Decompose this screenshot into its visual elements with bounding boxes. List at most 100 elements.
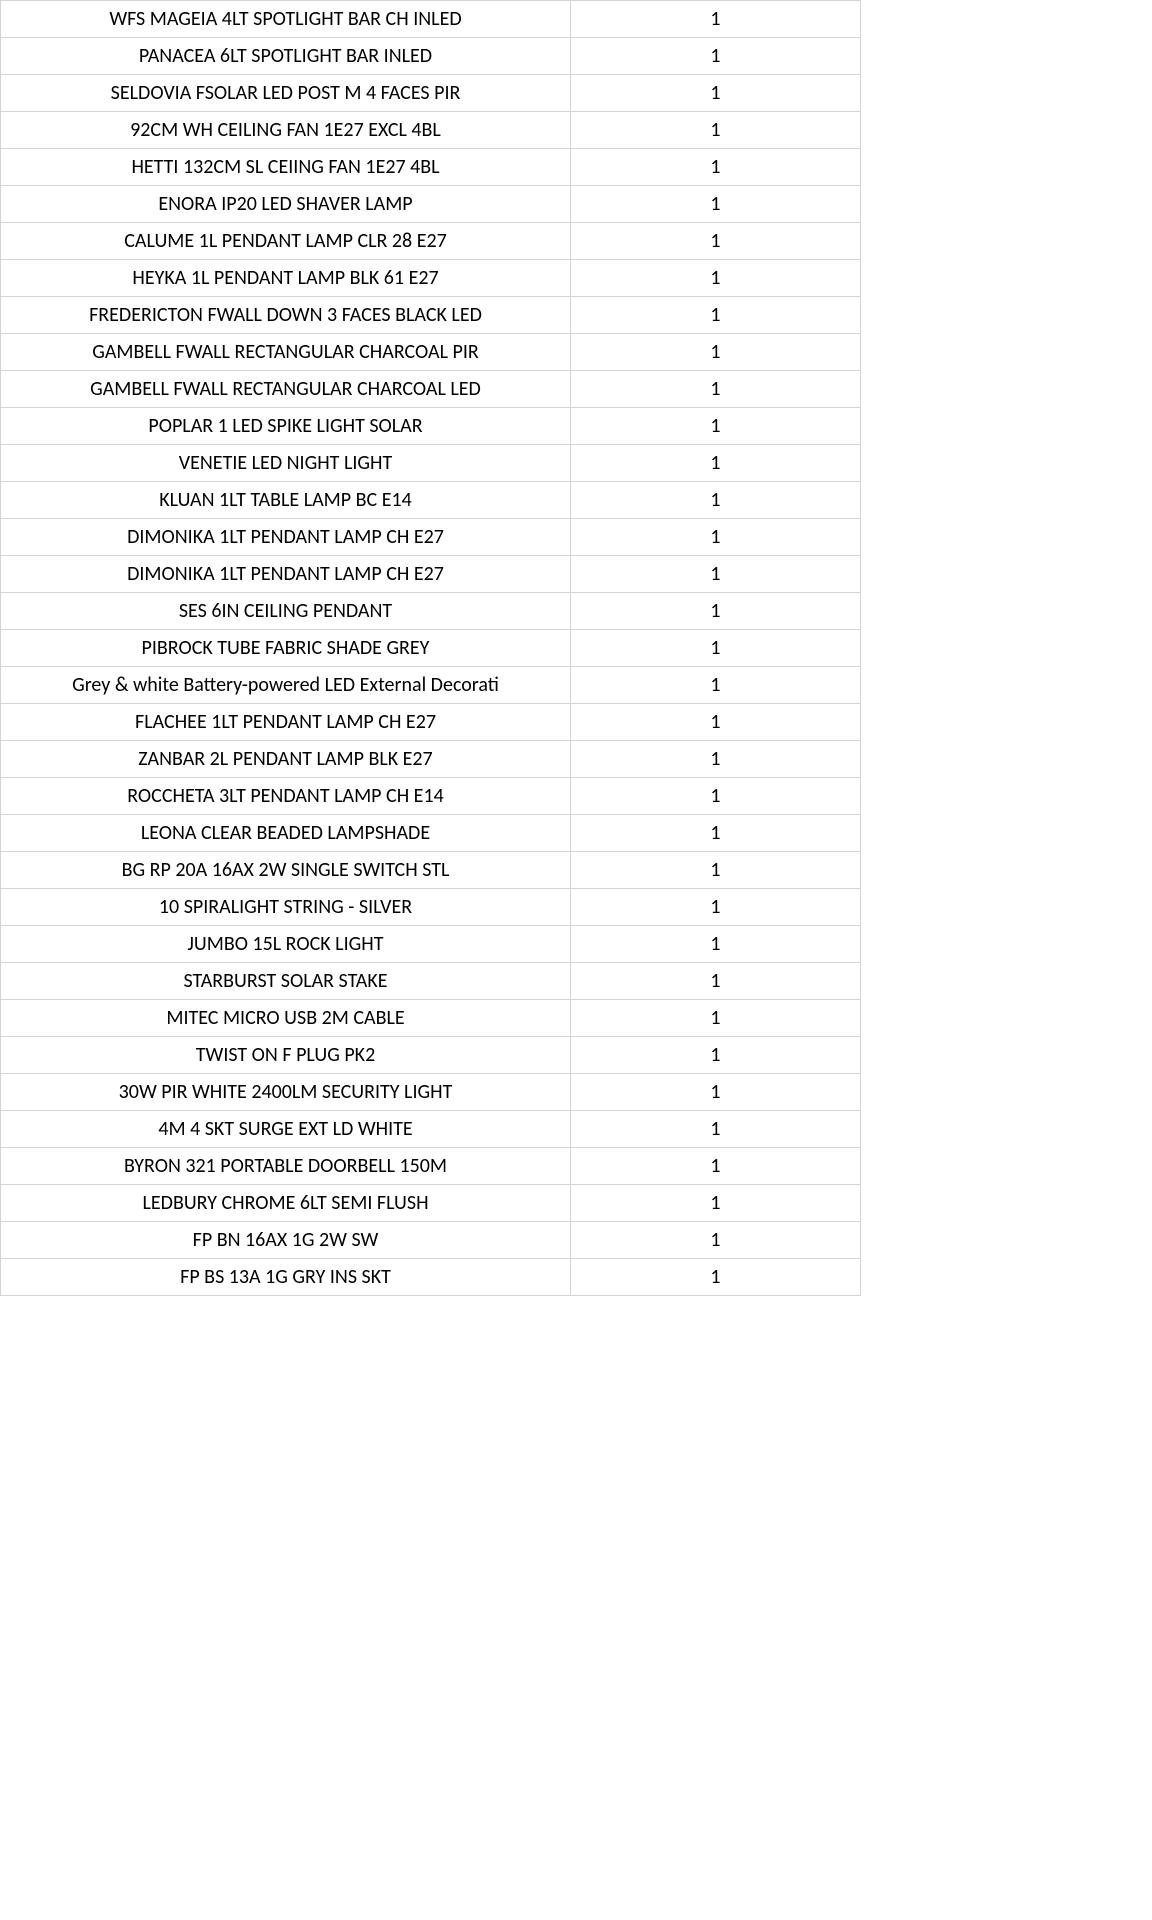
cell-item-label[interactable]: 4M 4 SKT SURGE EXT LD WHITE (1, 1111, 571, 1148)
cell-item-label[interactable]: CALUME 1L PENDANT LAMP CLR 28 E27 (1, 223, 571, 260)
table-row[interactable]: WFS MAGEIA 4LT SPOTLIGHT BAR CH INLED1 (1, 1, 861, 38)
cell-item-label[interactable]: WFS MAGEIA 4LT SPOTLIGHT BAR CH INLED (1, 1, 571, 38)
cell-item-label[interactable]: HETTI 132CM SL CEIING FAN 1E27 4BL (1, 149, 571, 186)
cell-item-label[interactable]: SELDOVIA FSOLAR LED POST M 4 FACES PIR (1, 75, 571, 112)
cell-item-label[interactable]: DIMONIKA 1LT PENDANT LAMP CH E27 (1, 519, 571, 556)
table-row[interactable]: KLUAN 1LT TABLE LAMP BC E141 (1, 482, 861, 519)
cell-item-qty[interactable]: 1 (571, 926, 861, 963)
table-row[interactable]: HEYKA 1L PENDANT LAMP BLK 61 E271 (1, 260, 861, 297)
cell-item-label[interactable]: POPLAR 1 LED SPIKE LIGHT SOLAR (1, 408, 571, 445)
cell-item-label[interactable]: KLUAN 1LT TABLE LAMP BC E14 (1, 482, 571, 519)
table-row[interactable]: HETTI 132CM SL CEIING FAN 1E27 4BL1 (1, 149, 861, 186)
table-row[interactable]: MITEC MICRO USB 2M CABLE1 (1, 1000, 861, 1037)
table-row[interactable]: SELDOVIA FSOLAR LED POST M 4 FACES PIR1 (1, 75, 861, 112)
cell-item-qty[interactable]: 1 (571, 445, 861, 482)
cell-item-qty[interactable]: 1 (571, 38, 861, 75)
table-row[interactable]: GAMBELL FWALL RECTANGULAR CHARCOAL LED1 (1, 371, 861, 408)
table-row[interactable]: ROCCHETA 3LT PENDANT LAMP CH E141 (1, 778, 861, 815)
cell-item-label[interactable]: SES 6IN CEILING PENDANT (1, 593, 571, 630)
cell-item-qty[interactable]: 1 (571, 815, 861, 852)
cell-item-qty[interactable]: 1 (571, 1185, 861, 1222)
cell-item-label[interactable]: ZANBAR 2L PENDANT LAMP BLK E27 (1, 741, 571, 778)
cell-item-label[interactable]: GAMBELL FWALL RECTANGULAR CHARCOAL LED (1, 371, 571, 408)
cell-item-qty[interactable]: 1 (571, 149, 861, 186)
cell-item-label[interactable]: HEYKA 1L PENDANT LAMP BLK 61 E27 (1, 260, 571, 297)
cell-item-qty[interactable]: 1 (571, 186, 861, 223)
table-row[interactable]: POPLAR 1 LED SPIKE LIGHT SOLAR1 (1, 408, 861, 445)
cell-item-label[interactable]: JUMBO 15L ROCK LIGHT (1, 926, 571, 963)
cell-item-label[interactable]: 92CM WH CEILING FAN 1E27 EXCL 4BL (1, 112, 571, 149)
cell-item-label[interactable]: ENORA IP20 LED SHAVER LAMP (1, 186, 571, 223)
cell-item-label[interactable]: Grey & white Battery-powered LED Externa… (1, 667, 571, 704)
table-row[interactable]: GAMBELL FWALL RECTANGULAR CHARCOAL PIR1 (1, 334, 861, 371)
cell-item-qty[interactable]: 1 (571, 778, 861, 815)
cell-item-qty[interactable]: 1 (571, 112, 861, 149)
table-row[interactable]: TWIST ON F PLUG PK21 (1, 1037, 861, 1074)
table-row[interactable]: FP BN 16AX 1G 2W SW1 (1, 1222, 861, 1259)
table-row[interactable]: PANACEA 6LT SPOTLIGHT BAR INLED1 (1, 38, 861, 75)
table-row[interactable]: Grey & white Battery-powered LED Externa… (1, 667, 861, 704)
table-row[interactable]: DIMONIKA 1LT PENDANT LAMP CH E271 (1, 556, 861, 593)
cell-item-qty[interactable]: 1 (571, 889, 861, 926)
cell-item-qty[interactable]: 1 (571, 260, 861, 297)
cell-item-qty[interactable]: 1 (571, 223, 861, 260)
cell-item-qty[interactable]: 1 (571, 704, 861, 741)
cell-item-label[interactable]: LEONA CLEAR BEADED LAMPSHADE (1, 815, 571, 852)
table-row[interactable]: FP BS 13A 1G GRY INS SKT1 (1, 1259, 861, 1296)
table-row[interactable]: LEDBURY CHROME 6LT SEMI FLUSH1 (1, 1185, 861, 1222)
cell-item-qty[interactable]: 1 (571, 1111, 861, 1148)
cell-item-label[interactable]: BYRON 321 PORTABLE DOORBELL 150M (1, 1148, 571, 1185)
cell-item-label[interactable]: GAMBELL FWALL RECTANGULAR CHARCOAL PIR (1, 334, 571, 371)
cell-item-qty[interactable]: 1 (571, 1148, 861, 1185)
cell-item-qty[interactable]: 1 (571, 519, 861, 556)
cell-item-label[interactable]: LEDBURY CHROME 6LT SEMI FLUSH (1, 1185, 571, 1222)
cell-item-qty[interactable]: 1 (571, 1074, 861, 1111)
table-row[interactable]: BG RP 20A 16AX 2W SINGLE SWITCH STL1 (1, 852, 861, 889)
table-row[interactable]: FREDERICTON FWALL DOWN 3 FACES BLACK LED… (1, 297, 861, 334)
table-row[interactable]: ZANBAR 2L PENDANT LAMP BLK E271 (1, 741, 861, 778)
cell-item-label[interactable]: FREDERICTON FWALL DOWN 3 FACES BLACK LED (1, 297, 571, 334)
table-row[interactable]: ENORA IP20 LED SHAVER LAMP1 (1, 186, 861, 223)
cell-item-label[interactable]: BG RP 20A 16AX 2W SINGLE SWITCH STL (1, 852, 571, 889)
table-row[interactable]: JUMBO 15L ROCK LIGHT1 (1, 926, 861, 963)
table-row[interactable]: STARBURST SOLAR STAKE1 (1, 963, 861, 1000)
cell-item-qty[interactable]: 1 (571, 1222, 861, 1259)
table-row[interactable]: LEONA CLEAR BEADED LAMPSHADE1 (1, 815, 861, 852)
cell-item-label[interactable]: PANACEA 6LT SPOTLIGHT BAR INLED (1, 38, 571, 75)
cell-item-label[interactable]: TWIST ON F PLUG PK2 (1, 1037, 571, 1074)
cell-item-qty[interactable]: 1 (571, 556, 861, 593)
table-row[interactable]: VENETIE LED NIGHT LIGHT1 (1, 445, 861, 482)
cell-item-qty[interactable]: 1 (571, 667, 861, 704)
cell-item-qty[interactable]: 1 (571, 1000, 861, 1037)
table-row[interactable]: SES 6IN CEILING PENDANT1 (1, 593, 861, 630)
cell-item-label[interactable]: 10 SPIRALIGHT STRING - SILVER (1, 889, 571, 926)
cell-item-qty[interactable]: 1 (571, 630, 861, 667)
cell-item-qty[interactable]: 1 (571, 297, 861, 334)
cell-item-label[interactable]: PIBROCK TUBE FABRIC SHADE GREY (1, 630, 571, 667)
cell-item-qty[interactable]: 1 (571, 75, 861, 112)
cell-item-label[interactable]: FLACHEE 1LT PENDANT LAMP CH E27 (1, 704, 571, 741)
cell-item-label[interactable]: FP BN 16AX 1G 2W SW (1, 1222, 571, 1259)
cell-item-qty[interactable]: 1 (571, 334, 861, 371)
table-row[interactable]: 4M 4 SKT SURGE EXT LD WHITE1 (1, 1111, 861, 1148)
cell-item-label[interactable]: DIMONIKA 1LT PENDANT LAMP CH E27 (1, 556, 571, 593)
cell-item-qty[interactable]: 1 (571, 1259, 861, 1296)
cell-item-qty[interactable]: 1 (571, 963, 861, 1000)
cell-item-qty[interactable]: 1 (571, 1037, 861, 1074)
cell-item-label[interactable]: VENETIE LED NIGHT LIGHT (1, 445, 571, 482)
cell-item-qty[interactable]: 1 (571, 408, 861, 445)
cell-item-qty[interactable]: 1 (571, 852, 861, 889)
table-row[interactable]: BYRON 321 PORTABLE DOORBELL 150M1 (1, 1148, 861, 1185)
table-row[interactable]: FLACHEE 1LT PENDANT LAMP CH E271 (1, 704, 861, 741)
cell-item-label[interactable]: 30W PIR WHITE 2400LM SECURITY LIGHT (1, 1074, 571, 1111)
cell-item-label[interactable]: STARBURST SOLAR STAKE (1, 963, 571, 1000)
table-row[interactable]: CALUME 1L PENDANT LAMP CLR 28 E271 (1, 223, 861, 260)
cell-item-qty[interactable]: 1 (571, 1, 861, 38)
cell-item-label[interactable]: MITEC MICRO USB 2M CABLE (1, 1000, 571, 1037)
table-row[interactable]: PIBROCK TUBE FABRIC SHADE GREY1 (1, 630, 861, 667)
table-row[interactable]: 92CM WH CEILING FAN 1E27 EXCL 4BL1 (1, 112, 861, 149)
table-row[interactable]: 10 SPIRALIGHT STRING - SILVER1 (1, 889, 861, 926)
table-row[interactable]: 30W PIR WHITE 2400LM SECURITY LIGHT1 (1, 1074, 861, 1111)
cell-item-label[interactable]: FP BS 13A 1G GRY INS SKT (1, 1259, 571, 1296)
cell-item-qty[interactable]: 1 (571, 371, 861, 408)
